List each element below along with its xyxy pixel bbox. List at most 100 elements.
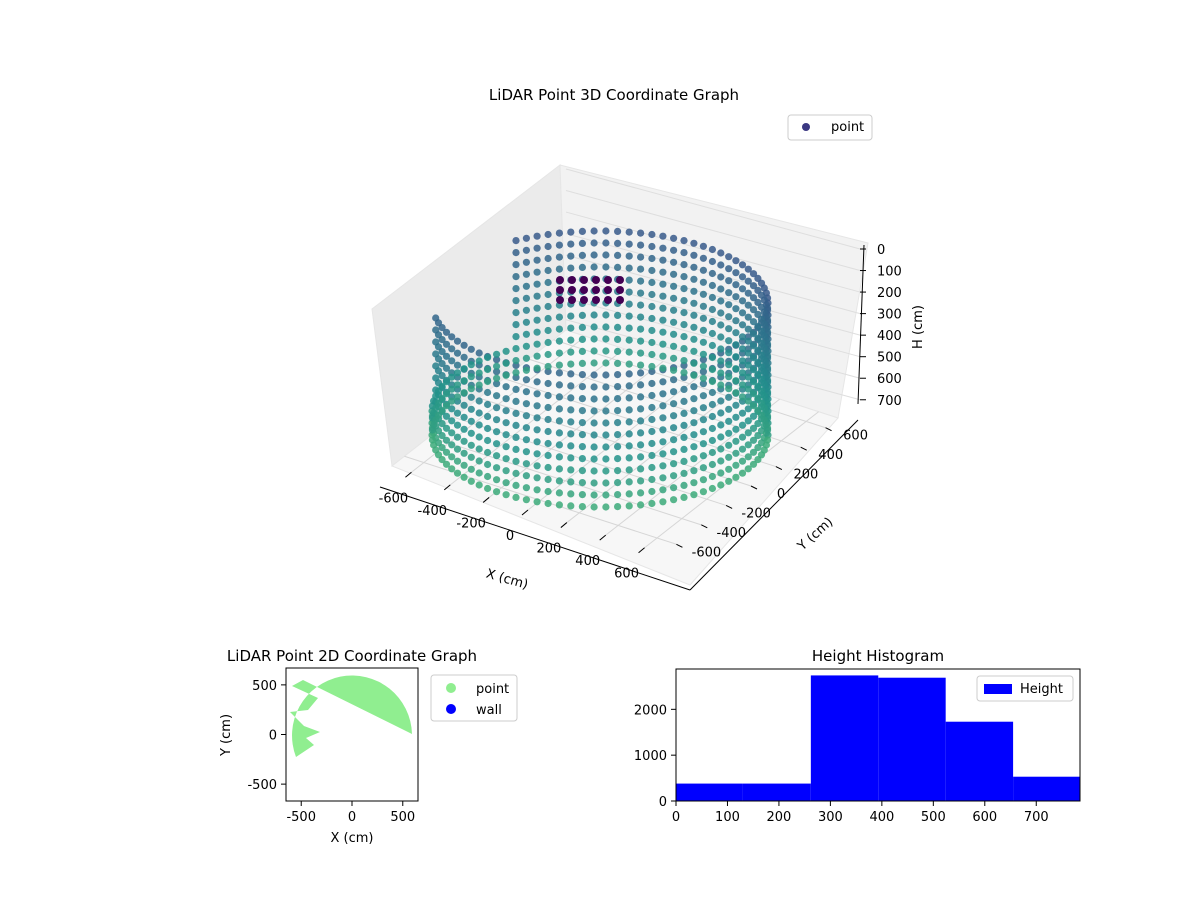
cloud-point-cluster — [616, 286, 624, 294]
cloud-point — [567, 324, 575, 332]
cloud-point — [680, 357, 688, 365]
cloud-point — [744, 301, 752, 309]
cloud-point — [460, 401, 468, 409]
cloud-point — [637, 349, 645, 357]
cloud-point — [690, 431, 698, 439]
cloud-point — [578, 239, 587, 247]
x-tick-label-3d: 0 — [506, 529, 514, 544]
cloud-point — [448, 333, 456, 341]
cloud-point — [522, 342, 531, 350]
cloud-point-cluster — [592, 286, 600, 294]
cloud-point — [637, 229, 645, 237]
cloud-point — [625, 466, 633, 474]
cloud-point — [602, 443, 610, 451]
cloud-point — [555, 429, 564, 437]
cloud-point — [502, 431, 510, 439]
cloud-point — [533, 486, 541, 494]
cloud-point — [744, 453, 752, 461]
cloud-point — [567, 502, 575, 510]
cloud-point — [738, 273, 747, 281]
ticks-hist: 0 100 200 300 400 500 600 700 0 1000 2000 — [634, 703, 1049, 825]
cloud-point — [432, 350, 440, 358]
cloud-point — [512, 357, 520, 365]
x-tick-label-2d: 0 — [348, 810, 356, 825]
cloud-point — [448, 453, 456, 461]
cloud-point — [493, 476, 501, 484]
x-tick-mark — [599, 534, 607, 541]
cloud-point — [467, 385, 475, 393]
cloud-point — [467, 429, 475, 437]
cloud-point — [659, 414, 667, 422]
cloud-point — [708, 448, 717, 457]
cloud-point — [578, 431, 587, 439]
cloud-point — [749, 378, 758, 386]
cloud-point — [732, 425, 740, 433]
cloud-point — [533, 244, 541, 252]
cloud-point — [717, 297, 725, 305]
cloud-point — [637, 313, 645, 321]
cloud-point — [493, 404, 501, 412]
z-tick-label-3d: 300 — [877, 308, 902, 323]
cloud-point — [659, 304, 667, 312]
cloud-point — [567, 454, 575, 462]
cloud-point — [493, 464, 501, 472]
cloud-point — [590, 407, 598, 415]
z-axis-line — [857, 244, 865, 405]
cloud-point — [432, 338, 440, 346]
cloud-point-cluster — [592, 296, 600, 304]
cloud-point — [493, 368, 501, 376]
cloud-point — [754, 444, 762, 452]
cloud-point — [648, 338, 656, 347]
cloud-point — [732, 341, 740, 349]
cloud-point — [614, 419, 622, 427]
cloud-point — [512, 369, 520, 377]
cloud-point — [442, 402, 451, 410]
cloud-point — [555, 465, 564, 473]
cloud-point — [725, 313, 733, 321]
cloud-point — [502, 419, 510, 427]
cloud-point — [555, 501, 564, 509]
cloud-point — [680, 249, 688, 257]
cloud-point — [544, 475, 552, 484]
cloud-point — [725, 349, 733, 357]
cloud-point — [544, 463, 552, 472]
cloud-point — [522, 412, 531, 420]
cloud-point — [578, 503, 587, 511]
cloud-point — [708, 245, 717, 254]
cloud-point — [690, 419, 698, 427]
cloud-point — [625, 336, 633, 344]
cloud-point — [699, 464, 708, 472]
cloud-point — [749, 366, 758, 374]
cloud-point — [522, 246, 531, 254]
cloud-point — [578, 311, 587, 319]
cloud-point — [690, 479, 698, 487]
cloud-point — [670, 342, 678, 350]
cloud-point — [732, 305, 740, 313]
cloud-point — [744, 325, 752, 333]
cloud-point — [555, 313, 564, 321]
y-tick-label-3d: -600 — [692, 545, 722, 560]
cloud-point — [578, 347, 587, 355]
cloud-point — [670, 400, 678, 408]
cloud-point — [493, 356, 501, 364]
cloud-point — [717, 433, 725, 441]
cloud-point — [590, 455, 598, 463]
y-tick-mark — [800, 446, 807, 451]
cloud-point — [614, 395, 622, 403]
cloud-point — [522, 270, 531, 278]
cloud-point — [442, 424, 451, 432]
cloud-point — [533, 462, 541, 470]
cloud-point — [475, 397, 483, 405]
cloud-point — [467, 441, 475, 449]
cloud-point — [432, 314, 440, 322]
cloud-point — [699, 476, 708, 484]
cloud-point — [460, 389, 468, 397]
cloud-point — [484, 353, 492, 362]
cloud-point — [659, 426, 667, 434]
cloud-point — [614, 251, 622, 259]
x-axis-label-2d: X (cm) — [331, 831, 374, 846]
histogram-bar — [878, 677, 946, 801]
cloud-point — [680, 237, 688, 245]
cloud-point — [555, 381, 564, 389]
histogram-bar — [742, 783, 811, 801]
